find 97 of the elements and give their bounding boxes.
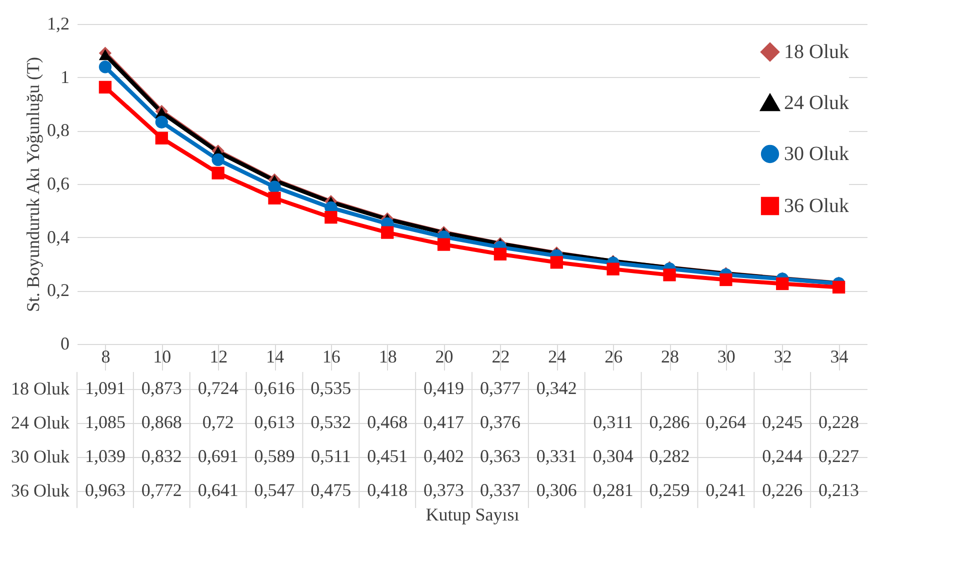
data-label: 1,085 [84,412,126,432]
data-label: 0,417 [424,412,464,432]
x-tick-label: 20 [435,346,454,366]
legend-label: 18 Oluk [784,41,849,63]
data-label: 0,616 [254,378,295,398]
point [268,192,281,204]
data-label: 0,286 [649,412,690,432]
data-label: 0,363 [480,446,520,466]
point [268,180,281,194]
legend-label: 24 Oluk [784,92,849,114]
data-label: 0,963 [84,480,126,500]
data-label: 0,259 [649,480,690,500]
data-label: 1,091 [84,378,126,398]
data-label: 0,377 [480,378,520,398]
data-label: 0,535 [310,378,352,398]
text: Kutup Sayısı [426,504,520,524]
data-label: 0,244 [762,446,803,466]
y-axis-title: St. Boyunduruk Akı Yoğunluğu (T) [23,56,43,312]
point [98,60,112,74]
point [212,153,224,166]
data-label: 0,772 [141,480,182,500]
point [212,166,224,180]
x-tick-label: 30 [717,346,736,366]
data-label: 0,213 [818,480,860,500]
x-tick-label: 26 [604,346,623,366]
x-tick-label: 32 [774,346,792,366]
data-label: 0,331 [536,446,577,466]
data-label: 0,72 [202,412,234,432]
x-tick-label: 8 [101,346,110,366]
data-label: 0,227 [818,446,860,466]
point [98,80,112,94]
x-tick-label: 12 [210,346,228,366]
data-label: 0,868 [141,412,182,432]
point [324,211,338,224]
y-tick-label: 1,2 [47,14,70,34]
point [663,268,676,282]
data-label: 0,532 [310,412,352,432]
point [832,280,846,294]
x-tick-label: 14 [266,346,284,366]
x-tick-label: 22 [492,346,510,366]
data-label: 0,547 [254,480,295,500]
point [381,226,394,239]
data-label: 0,376 [480,412,520,432]
text: 24 Oluk [11,412,70,432]
x-tick-label: 18 [378,346,397,366]
y-tick-label: 1 [60,66,70,87]
x-tick-label: 34 [830,346,848,366]
text: 30 Oluk [11,446,70,466]
data-label: 0,311 [593,412,633,432]
x-tick-label: 16 [322,346,340,366]
data-label: 0,264 [706,412,746,432]
point [494,248,507,260]
legend-label: 30 Oluk [784,143,849,165]
data-label: 0,832 [141,446,182,466]
data-label: 0,511 [311,446,351,466]
data-label: 0,241 [706,480,746,500]
data-label: 0,418 [367,480,408,500]
x-tick-label: 28 [661,346,679,366]
data-label: 0,281 [592,480,634,500]
y-tick-label: 0 [60,334,70,354]
data-label: 1,039 [84,446,126,466]
data-label: 0,306 [536,480,577,500]
data-label: 0,724 [198,378,238,398]
point [155,116,168,128]
x-tick-label: 10 [153,346,172,366]
y-tick-label: 0,6 [47,174,70,194]
data-label: 0,228 [818,412,860,432]
y-tick-label: 0,4 [47,226,70,247]
data-label: 0,373 [424,480,464,500]
data-label: 0,468 [367,412,408,432]
point [776,277,789,290]
data-label: 0,451 [367,446,408,466]
data-label: 0,304 [592,446,634,466]
legend-label: 36 Oluk [784,195,849,217]
y-tick-label: 0,2 [47,280,70,300]
data-label: 0,475 [310,480,352,500]
data-label: 0,419 [424,378,464,398]
data-label: 0,873 [141,378,182,398]
data-label: 0,245 [762,412,803,432]
point [550,256,563,269]
data-label: 0,337 [480,480,520,500]
data-label: 0,402 [424,446,464,466]
x-tick-label: 24 [548,346,566,366]
data-label: 0,282 [649,446,690,466]
data-label: 0,691 [198,446,238,466]
point [720,273,732,286]
data-label: 0,226 [762,480,803,500]
data-label: 0,641 [198,480,238,500]
point [606,262,620,276]
y-tick-label: 0,8 [47,120,70,140]
text: 36 Oluk [11,480,70,500]
data-label: 0,613 [254,412,295,432]
point [155,132,168,144]
data-label: 0,589 [254,446,295,466]
text: 18 Oluk [11,378,70,398]
point [437,238,450,251]
data-label: 0,342 [536,378,577,398]
